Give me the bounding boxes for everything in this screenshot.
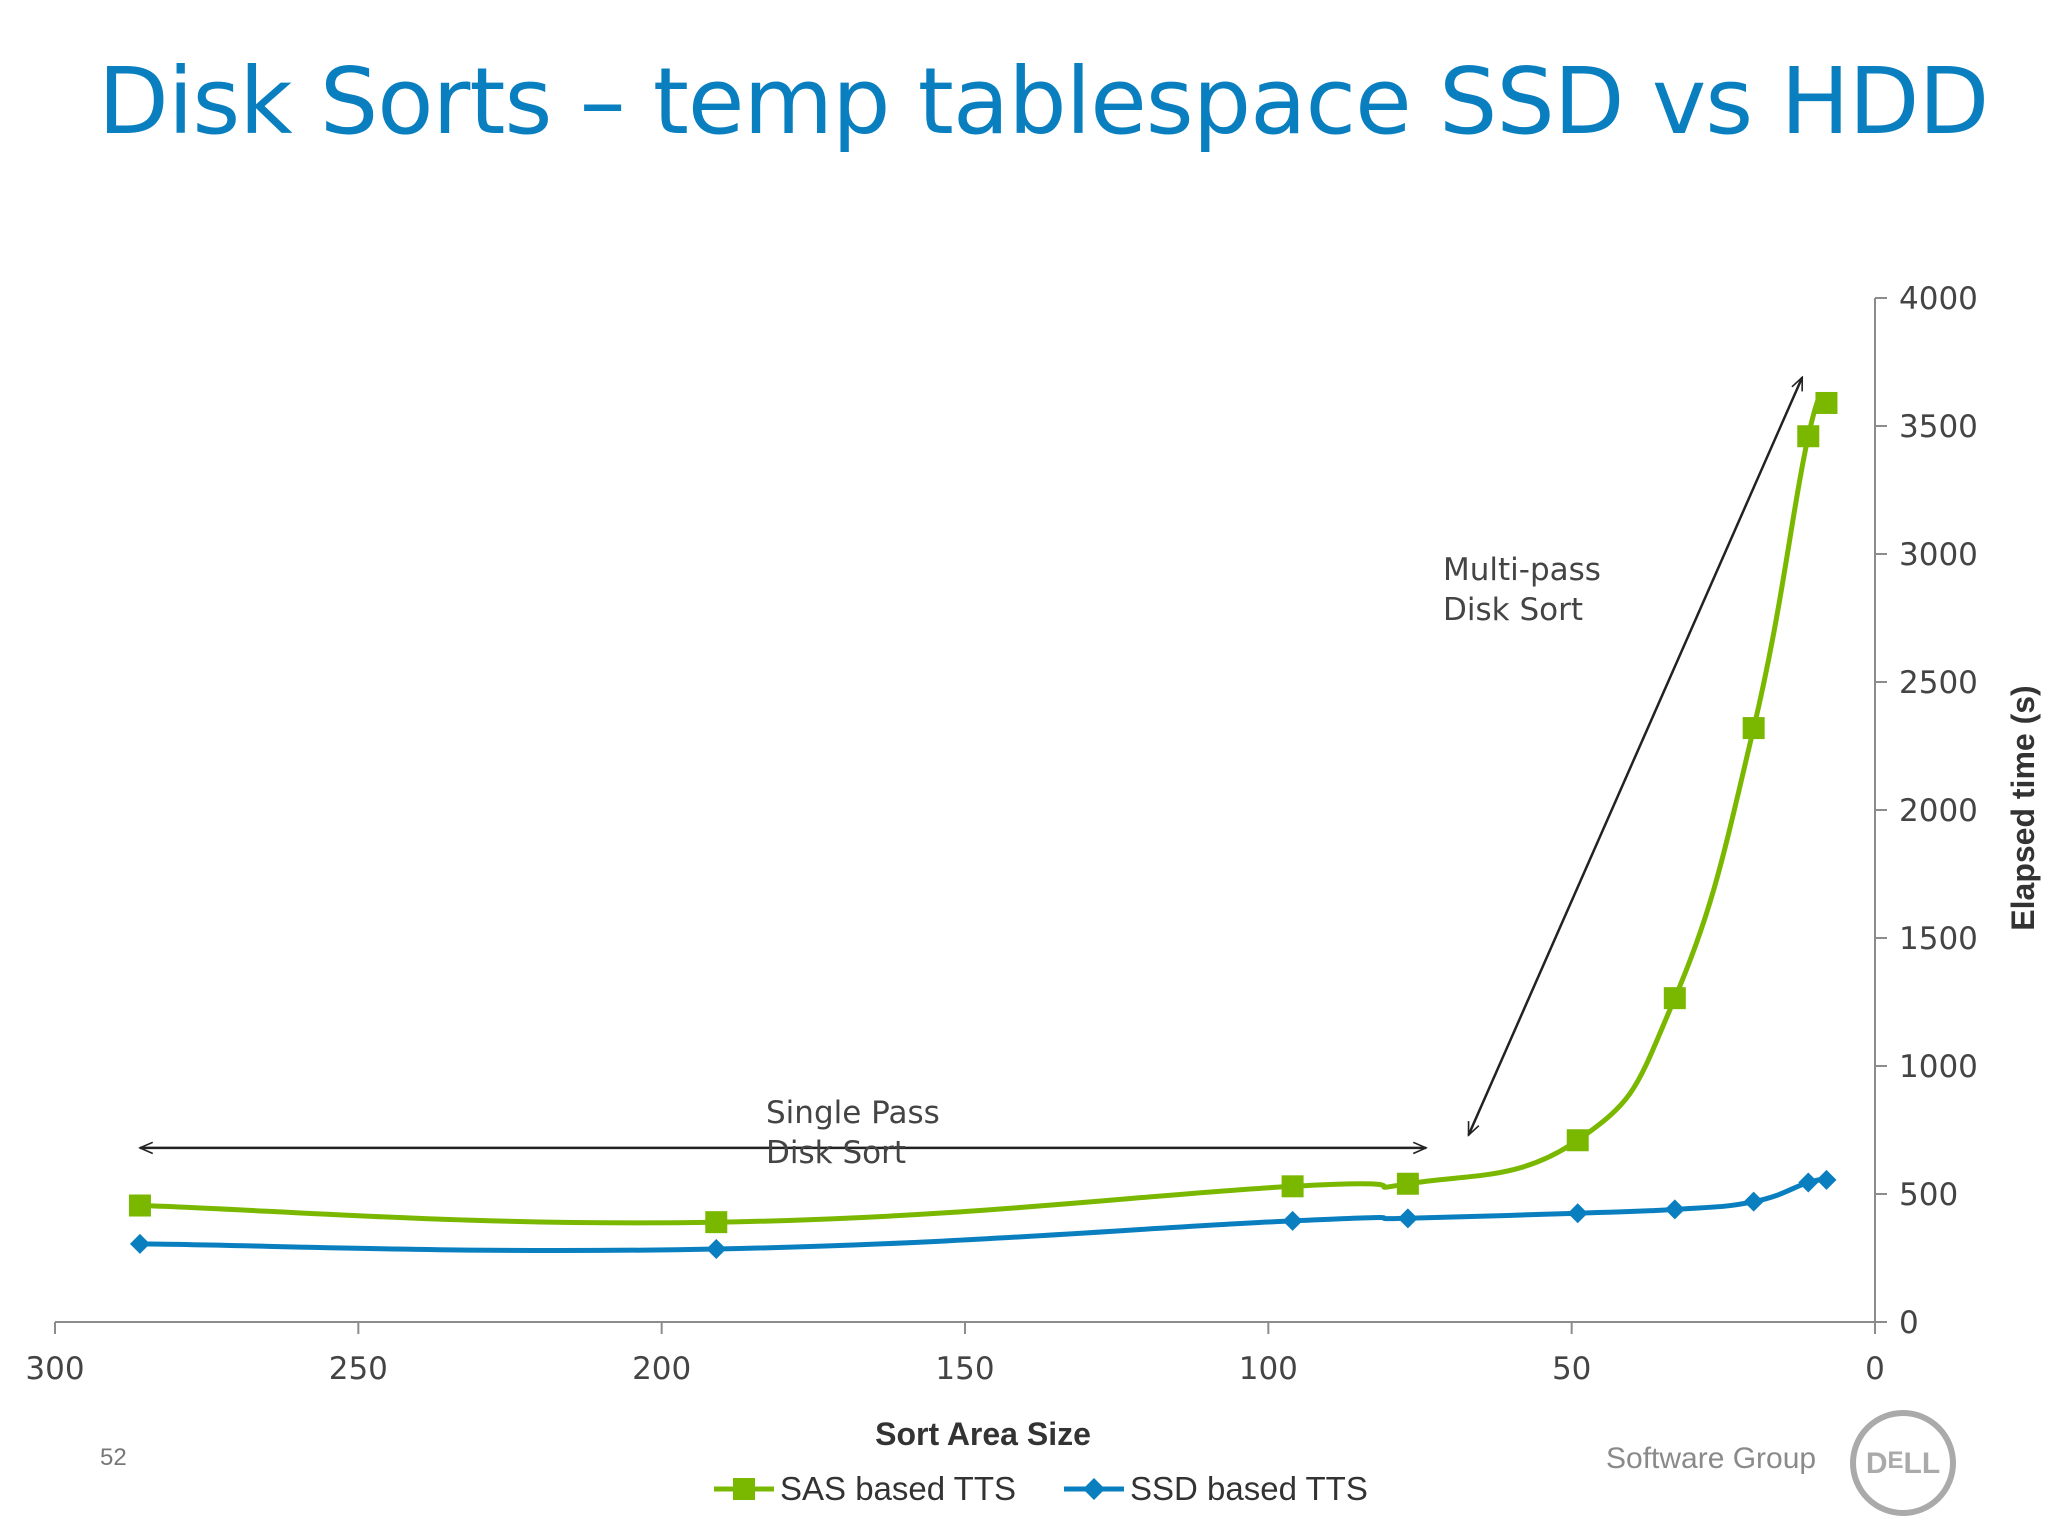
axis-labels: 300 250 200 150 100 50 00500100015002000250030… bbox=[25, 281, 2041, 1452]
data-point-ssd bbox=[1664, 1199, 1685, 1220]
legend: SAS based TTS SSD based TTS bbox=[712, 1470, 1368, 1508]
x-tick-label: 250 bbox=[329, 1351, 388, 1387]
data-point-sas bbox=[1396, 1172, 1419, 1195]
x-tick-label: 100 bbox=[1239, 1351, 1298, 1387]
y-tick-label: 2000 bbox=[1899, 793, 1978, 829]
annotation-text-single-pass: Single Pass bbox=[766, 1095, 940, 1131]
page-number: 52 bbox=[100, 1444, 127, 1471]
y-tick-label: 2500 bbox=[1899, 665, 1978, 701]
x-tick-label: 150 bbox=[935, 1351, 994, 1387]
x-tick-label: 300 bbox=[25, 1351, 84, 1387]
series-line-ssd bbox=[139, 1177, 1827, 1254]
y-tick-label: 3000 bbox=[1899, 537, 1978, 573]
x-tick-label: 0 bbox=[1865, 1351, 1885, 1387]
legend-marker-sas bbox=[714, 1478, 774, 1500]
x-tick-label: 200 bbox=[632, 1351, 691, 1387]
y-tick-label: 1000 bbox=[1899, 1049, 1978, 1085]
data-point-ssd bbox=[1798, 1172, 1819, 1193]
y-axis-title: Elapsed time (s) bbox=[2005, 685, 2041, 930]
y-tick-label: 1500 bbox=[1899, 921, 1978, 957]
footer-brand: Software Group bbox=[1606, 1442, 1817, 1475]
data-point-ssd bbox=[1567, 1203, 1588, 1224]
slide-title: Disk Sorts – temp tablespace SSD vs HDD bbox=[98, 48, 1989, 155]
annotation-text-single-pass: Disk Sort bbox=[766, 1135, 906, 1171]
data-point-ssd bbox=[1743, 1191, 1764, 1212]
x-axis-title: Sort Area Size bbox=[875, 1416, 1091, 1452]
legend-marker-ssd bbox=[1064, 1478, 1125, 1500]
data-point-sas bbox=[705, 1211, 728, 1234]
annotation-text-multi-pass: Multi-pass bbox=[1443, 552, 1601, 588]
data-point-ssd bbox=[1816, 1169, 1837, 1190]
data-point-sas bbox=[1797, 425, 1820, 448]
series-line-sas bbox=[139, 393, 1829, 1226]
data-point-ssd bbox=[1282, 1210, 1303, 1231]
y-tick-label: 3500 bbox=[1899, 409, 1978, 445]
y-tick-label: 0 bbox=[1899, 1305, 1919, 1341]
annotation-arrow-multi-pass bbox=[1467, 377, 1804, 1135]
axes bbox=[54, 297, 1887, 1334]
dell-logo: DELL bbox=[1848, 1408, 1958, 1523]
annotations: Single Pass Disk Sort Multi-pass Disk Sort bbox=[140, 377, 1804, 1171]
data-point-ssd bbox=[1397, 1208, 1418, 1229]
series bbox=[128, 391, 1838, 1260]
x-tick-label: 50 bbox=[1552, 1351, 1591, 1387]
y-tick-label: 4000 bbox=[1899, 281, 1978, 317]
data-point-sas bbox=[128, 1194, 151, 1217]
data-point-sas bbox=[1742, 717, 1765, 740]
data-point-sas bbox=[1663, 987, 1686, 1010]
y-tick-label: 500 bbox=[1899, 1177, 1958, 1213]
legend-item-ssd: SSD based TTS bbox=[1062, 1470, 1368, 1508]
svg-text:DELL: DELL bbox=[1866, 1447, 1940, 1480]
data-point-sas bbox=[1566, 1129, 1589, 1152]
legend-label-sas: SAS based TTS bbox=[780, 1470, 1017, 1507]
legend-label-ssd: SSD based TTS bbox=[1130, 1470, 1368, 1507]
annotation-text-multi-pass: Disk Sort bbox=[1443, 592, 1583, 628]
data-point-sas bbox=[1281, 1175, 1304, 1198]
data-point-ssd bbox=[129, 1233, 150, 1254]
data-point-ssd bbox=[706, 1239, 727, 1260]
legend-item-sas: SAS based TTS bbox=[712, 1470, 1016, 1508]
data-point-sas bbox=[1815, 391, 1838, 414]
